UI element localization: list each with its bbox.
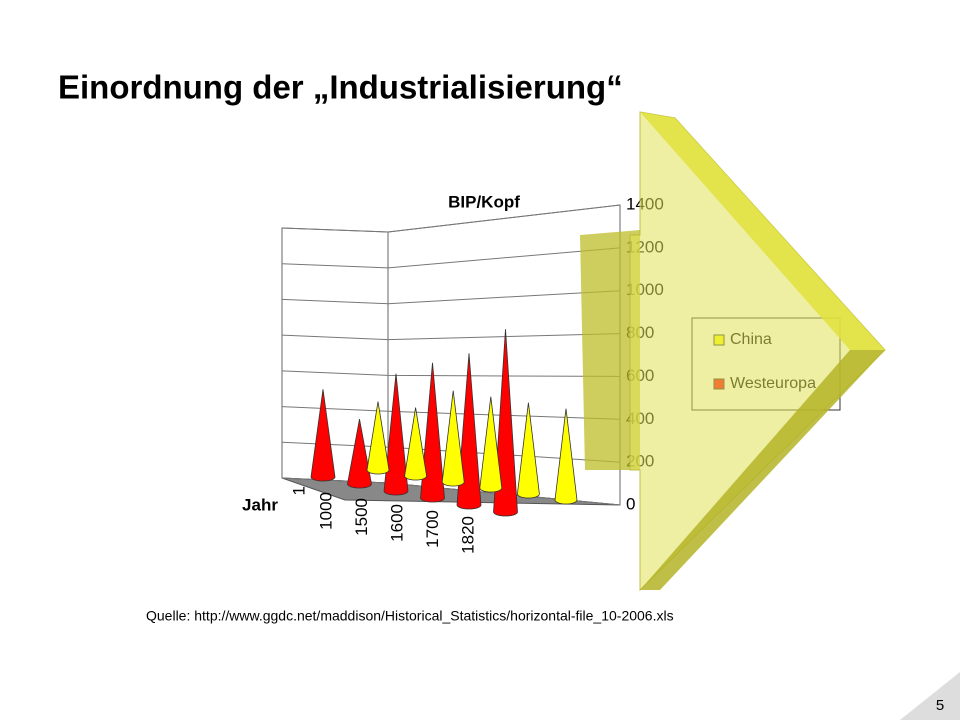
cone — [347, 418, 372, 489]
plot — [310, 329, 578, 517]
x-tick-label: 1820 — [458, 516, 477, 554]
x-tick-label: 1000 — [316, 492, 335, 530]
chart-walls: 0200400600800100012001400110001500160017… — [281, 194, 664, 554]
cone — [479, 396, 503, 493]
x-tick-label: 1700 — [423, 510, 442, 548]
arrow-bottom-face — [640, 350, 885, 590]
y-tick-label: 0 — [626, 494, 635, 513]
chart-title: BIP/Kopf — [448, 192, 520, 211]
cone — [554, 408, 578, 505]
arrow-shaft-side — [580, 230, 640, 470]
cone — [441, 390, 465, 487]
page-number: 5 — [936, 697, 944, 714]
x-axis-label: Jahr — [242, 495, 278, 514]
page-corner — [900, 672, 960, 720]
cone — [366, 401, 390, 475]
arrow-body — [629, 111, 886, 592]
grid-line — [281, 370, 621, 377]
arrow — [580, 111, 886, 592]
cone — [383, 373, 409, 496]
x-tick-label: 1600 — [387, 504, 406, 542]
cone — [516, 402, 540, 499]
slide-title: Einordnung der „Industrialisierung“ — [58, 69, 623, 106]
x-tick-label: 1500 — [352, 498, 371, 536]
grid-line — [281, 204, 621, 233]
cone — [310, 389, 336, 482]
cone — [404, 407, 428, 481]
x-tick-label: 1 — [289, 486, 308, 495]
grid-line — [281, 290, 621, 305]
arrow-top-face — [640, 112, 885, 350]
grid-line — [281, 406, 621, 420]
source-note: Quelle: http://www.ggdc.net/maddison/His… — [146, 608, 674, 624]
cone — [420, 362, 445, 503]
grid-line — [281, 247, 621, 269]
grid-line — [281, 333, 621, 341]
